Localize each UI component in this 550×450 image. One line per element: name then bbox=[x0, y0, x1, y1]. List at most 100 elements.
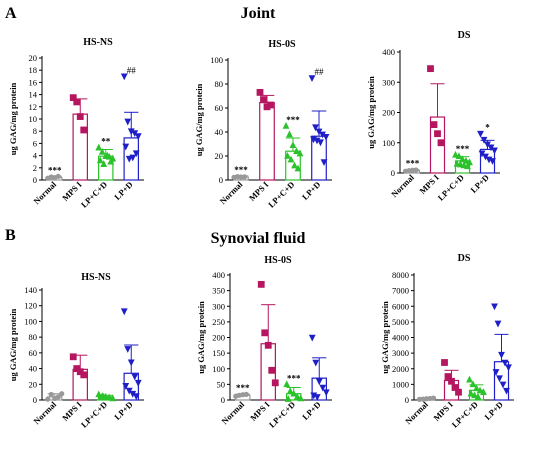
point-mps-i bbox=[267, 101, 274, 109]
y-tick-label: 16 bbox=[29, 77, 38, 87]
y-axis-label: ug GAG/mg protein bbox=[366, 76, 376, 149]
point-mps-i bbox=[69, 94, 77, 102]
point-mps-i bbox=[260, 96, 267, 103]
point-lp-d bbox=[308, 75, 316, 82]
x-tick-label: LP+D bbox=[300, 179, 323, 202]
y-tick-label: 350 bbox=[212, 286, 225, 296]
x-tick-label: MPS I bbox=[60, 399, 84, 423]
chart-b-hs-0s: HS-0S ug GAG/mg protein 0 50 100 150 200 250 300… bbox=[196, 255, 332, 430]
point-lp-c-d bbox=[103, 151, 111, 159]
point-lp-d bbox=[492, 369, 500, 376]
point-mps-i bbox=[263, 103, 271, 111]
point-lp-c-d bbox=[284, 152, 291, 159]
x-tick-label: LP+C+D bbox=[436, 172, 466, 202]
point-lp-d bbox=[319, 131, 326, 139]
point-lp-c-d bbox=[287, 155, 295, 163]
point-mps-i bbox=[427, 65, 434, 73]
y-tick-label: 8 bbox=[33, 126, 37, 136]
y-tick-label: 18 bbox=[29, 65, 38, 75]
significance-label: ## bbox=[315, 67, 325, 77]
y-tick-label: 0 bbox=[405, 395, 409, 405]
point-lp-c-d bbox=[476, 386, 484, 394]
section-letter-b: B bbox=[5, 227, 16, 244]
point-lp-c-d bbox=[95, 143, 103, 151]
chart-title: DS bbox=[458, 30, 471, 41]
point-lp-c-d bbox=[467, 389, 475, 397]
y-tick-label: 100 bbox=[210, 55, 223, 65]
y-tick-label: 20 bbox=[29, 53, 38, 63]
y-tick-label: 40 bbox=[29, 364, 38, 374]
section-title-joint: Joint bbox=[241, 5, 276, 22]
y-tick-label: 40 bbox=[215, 127, 224, 137]
point-lp-c-d bbox=[283, 380, 291, 388]
point-normal bbox=[430, 395, 437, 401]
point-mps-i bbox=[73, 365, 81, 372]
point-mps-i bbox=[73, 98, 81, 106]
point-lp-d bbox=[501, 359, 509, 367]
point-mps-i bbox=[455, 388, 462, 396]
point-lp-d bbox=[134, 133, 142, 141]
point-lp-c-d bbox=[471, 391, 478, 399]
point-mps-i bbox=[437, 139, 445, 147]
point-normal bbox=[59, 391, 65, 397]
significance-label: *** bbox=[406, 159, 420, 169]
significance-label: *** bbox=[236, 383, 250, 393]
section-letter-a: A bbox=[5, 5, 17, 22]
point-lp-c-d bbox=[466, 375, 473, 383]
y-tick-label: 0 bbox=[33, 175, 37, 185]
point-lp-d bbox=[482, 153, 489, 161]
x-tick-label: MPS I bbox=[247, 179, 271, 203]
chart-a-hs-ns: HS-NS ug GAG/mg protein 0 2 4 6 8 10 12 14 16 18 20 *… bbox=[8, 37, 144, 210]
point-mps-i bbox=[256, 89, 264, 96]
significance-label: *** bbox=[234, 165, 248, 175]
point-lp-d bbox=[124, 346, 132, 353]
y-tick-label: 400 bbox=[382, 47, 395, 57]
x-tick-label: LP+D bbox=[468, 172, 491, 195]
y-tick-label: 12 bbox=[29, 102, 38, 112]
point-mps-i bbox=[268, 366, 276, 374]
point-lp-d bbox=[122, 143, 130, 151]
y-tick-label: 80 bbox=[29, 332, 38, 342]
point-lp-d bbox=[132, 393, 140, 401]
point-lp-d bbox=[496, 375, 503, 383]
point-lp-c-d bbox=[293, 147, 300, 154]
point-lp-d bbox=[131, 373, 139, 381]
point-lp-c-d bbox=[459, 155, 466, 163]
y-tick-label: 60 bbox=[215, 103, 224, 113]
y-tick-label: 14 bbox=[29, 90, 38, 100]
point-lp-c-d bbox=[100, 392, 108, 400]
point-lp-d bbox=[477, 130, 484, 138]
point-lp-c-d bbox=[469, 380, 477, 388]
point-lp-d bbox=[480, 136, 488, 144]
y-tick-label: 80 bbox=[215, 79, 224, 89]
chart-b-hs-ns: HS-NS ug GAG/mg protein 0 20 40 60 80 100 120 140… bbox=[8, 272, 144, 430]
point-mps-i bbox=[76, 368, 84, 376]
y-axis-label: ug GAG/mg protein bbox=[8, 82, 18, 155]
significance-label: *** bbox=[286, 115, 300, 125]
point-lp-d bbox=[320, 159, 328, 166]
point-lp-c-d bbox=[473, 384, 480, 392]
point-lp-d bbox=[132, 150, 140, 158]
point-mps-i bbox=[76, 113, 84, 120]
y-tick-label: 6000 bbox=[392, 301, 409, 311]
point-mps-i bbox=[441, 359, 448, 366]
y-tick-label: 400 bbox=[212, 270, 225, 280]
point-lp-c-d bbox=[480, 388, 487, 395]
point-lp-d bbox=[129, 390, 137, 398]
y-tick-label: 100 bbox=[212, 364, 225, 374]
y-tick-label: 250 bbox=[212, 317, 225, 327]
x-tick-label: LP+C+D bbox=[450, 399, 480, 429]
point-lp-d bbox=[317, 139, 324, 147]
point-lp-d bbox=[313, 394, 321, 401]
y-axis-label: ug GAG/mg protein bbox=[196, 301, 206, 374]
significance-label: *** bbox=[456, 144, 470, 154]
point-lp-c-d bbox=[293, 392, 301, 400]
point-lp-c-d bbox=[100, 160, 108, 167]
y-tick-label: 100 bbox=[24, 316, 37, 326]
point-lp-c-d bbox=[96, 156, 104, 164]
point-lp-c-d bbox=[464, 162, 471, 170]
x-tick-label: LP+D bbox=[300, 399, 323, 422]
point-lp-d bbox=[129, 154, 137, 162]
x-tick-label: LP+C+D bbox=[79, 399, 109, 429]
